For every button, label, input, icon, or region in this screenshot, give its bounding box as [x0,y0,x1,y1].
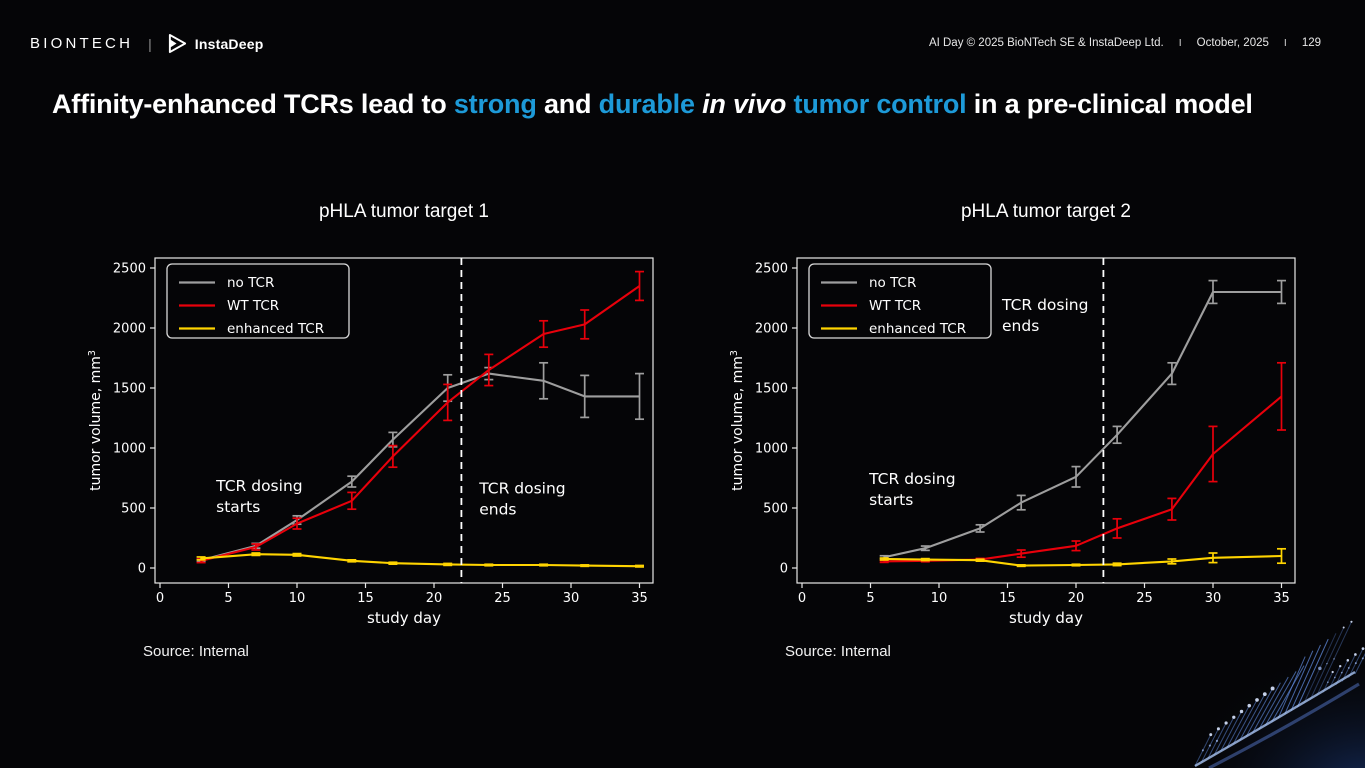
x-axis-label: study day [1009,609,1083,627]
x-tick-label: 35 [1273,591,1290,606]
slide-meta: AI Day © 2025 BioNTech SE & InstaDeep Lt… [929,37,1321,49]
series-enhanced-TCR [879,547,1286,568]
legend-label: no TCR [227,275,274,291]
chart-annotation: TCR dosing [478,480,565,498]
logo-separator: | [148,35,152,52]
x-tick-label: 15 [357,591,374,606]
title-segment: tumor control [793,89,967,120]
chart-annotation: ends [1002,317,1039,335]
instadeep-logo-label: InstaDeep [194,35,264,52]
x-tick-label: 10 [289,591,306,606]
x-tick-label: 20 [1068,591,1085,606]
y-tick-label: 2500 [113,262,146,277]
y-axis-label: tumor volume, mm3 [87,350,104,491]
x-tick-label: 5 [866,591,874,606]
y-tick-label: 2000 [113,322,146,337]
header-logos: BIONTECH | InstaDeep [30,33,263,54]
legend-label: WT TCR [869,298,921,314]
biontech-logo: BIONTECH [30,35,134,52]
chart-legend: no TCR WT TCR enhanced TCR [808,263,992,339]
chart-annotation: TCR dosing [868,470,955,488]
series-WT-TCR [196,270,644,564]
y-axis-label: tumor volume, mm3 [729,350,746,491]
series-no-TCR [879,279,1286,560]
x-tick-label: 25 [1136,591,1153,606]
x-tick-label: 15 [999,591,1016,606]
y-tick-label: 2500 [755,262,788,277]
chart-annotation: TCR dosing [215,477,302,495]
x-tick-label: 20 [426,591,443,606]
x-tick-label: 30 [563,591,580,606]
title-segment: in vivo [702,89,787,120]
page-number: 129 [1301,37,1321,49]
legend-label: enhanced TCR [869,321,966,337]
y-tick-label: 0 [138,562,146,577]
chart-panel-target-2: pHLA tumor target 2 0 5 10 15 20 25 30 35 0 500 10… [727,198,1307,660]
series-WT-TCR [879,361,1286,564]
meta-separator: I [1283,37,1287,49]
x-tick-label: 25 [494,591,511,606]
chart-title-target-1: pHLA tumor target 1 [318,201,490,222]
x-tick-label: 30 [1205,591,1222,606]
chart-title-target-2: pHLA tumor target 2 [960,201,1132,222]
title-segment: in a pre-clinical model [966,89,1253,120]
chart-annotation: ends [479,501,516,519]
x-tick-label: 0 [156,591,164,606]
source-note: Source: Internal [785,643,891,660]
chart-legend: no TCR WT TCR enhanced TCR [166,263,350,339]
title-segment [695,89,702,119]
legend-label: WT TCR [227,298,279,314]
y-tick-label: 1500 [755,382,788,397]
x-tick-label: 0 [798,591,806,606]
title-segment: strong [453,89,537,120]
y-tick-label: 1500 [113,382,146,397]
y-tick-label: 0 [780,562,788,577]
chart-panel-target-1: pHLA tumor target 1 0 5 10 15 20 25 30 35 0 500 10… [85,198,665,660]
date-text: October, 2025 [1196,37,1269,49]
y-tick-label: 1000 [755,442,788,457]
tumor-volume-chart-target-1: 0 5 10 15 20 25 30 35 0 500 1000 1500 2000 2500 study … [87,257,654,627]
chart-annotation: TCR dosing [1001,296,1088,314]
title-segment [786,89,793,119]
legend-label: no TCR [869,275,916,291]
series-no-TCR [196,361,644,563]
instadeep-play-icon [168,33,186,54]
title-segment: Affinity-enhanced TCRs lead to [52,89,454,120]
tumor-volume-chart-target-2: 0 5 10 15 20 25 30 35 0 500 1000 1500 2000 2500 study … [729,257,1296,627]
x-tick-label: 5 [224,591,232,606]
series-enhanced-TCR [196,552,644,568]
y-tick-label: 500 [763,502,788,517]
y-tick-label: 2000 [755,322,788,337]
chart-annotation: starts [869,491,913,509]
legend-label: enhanced TCR [227,321,324,337]
x-axis-label: study day [367,609,441,627]
y-tick-label: 500 [121,502,146,517]
x-tick-label: 10 [931,591,948,606]
title-segment: and [536,89,599,120]
source-note: Source: Internal [143,643,249,660]
title-segment: durable [598,89,695,120]
chart-annotation: starts [216,498,260,516]
instadeep-logo: InstaDeep [167,33,264,54]
decorative-network-graphic [1185,620,1365,768]
copyright-text: AI Day © 2025 BioNTech SE & InstaDeep Lt… [928,37,1164,49]
x-tick-label: 35 [631,591,648,606]
y-tick-label: 1000 [113,442,146,457]
meta-separator: I [1178,37,1182,49]
page-title: Affinity-enhanced TCRs lead to strong an… [52,89,1253,120]
